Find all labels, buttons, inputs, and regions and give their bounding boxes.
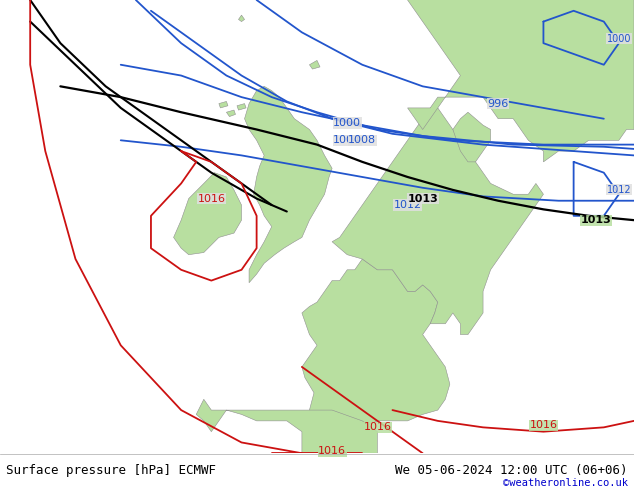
Polygon shape <box>332 108 543 335</box>
Text: 1013: 1013 <box>581 215 612 225</box>
Polygon shape <box>453 112 491 162</box>
Polygon shape <box>238 15 245 22</box>
Polygon shape <box>302 259 450 432</box>
Polygon shape <box>219 101 228 108</box>
Polygon shape <box>309 60 320 69</box>
Text: 1016: 1016 <box>363 422 391 432</box>
Polygon shape <box>226 110 235 117</box>
Text: 1012: 1012 <box>607 185 631 195</box>
Polygon shape <box>245 86 332 283</box>
Text: 1013: 1013 <box>407 194 438 203</box>
Text: 996: 996 <box>488 98 508 109</box>
Text: Surface pressure [hPa] ECMWF: Surface pressure [hPa] ECMWF <box>6 464 216 477</box>
Text: We 05-06-2024 12:00 UTC (06+06): We 05-06-2024 12:00 UTC (06+06) <box>395 464 628 477</box>
Text: 1004: 1004 <box>333 135 361 146</box>
Text: 1000: 1000 <box>607 34 631 44</box>
Polygon shape <box>408 0 634 162</box>
Text: 1016: 1016 <box>529 420 557 430</box>
Text: ©weatheronline.co.uk: ©weatheronline.co.uk <box>503 478 628 488</box>
Polygon shape <box>174 172 242 255</box>
Text: 1000: 1000 <box>333 118 361 128</box>
Text: 1008: 1008 <box>348 135 377 146</box>
Text: 1016: 1016 <box>197 194 225 203</box>
Text: 1016: 1016 <box>318 446 346 456</box>
Polygon shape <box>237 103 246 110</box>
Text: 1012: 1012 <box>394 200 422 210</box>
Polygon shape <box>197 399 377 453</box>
